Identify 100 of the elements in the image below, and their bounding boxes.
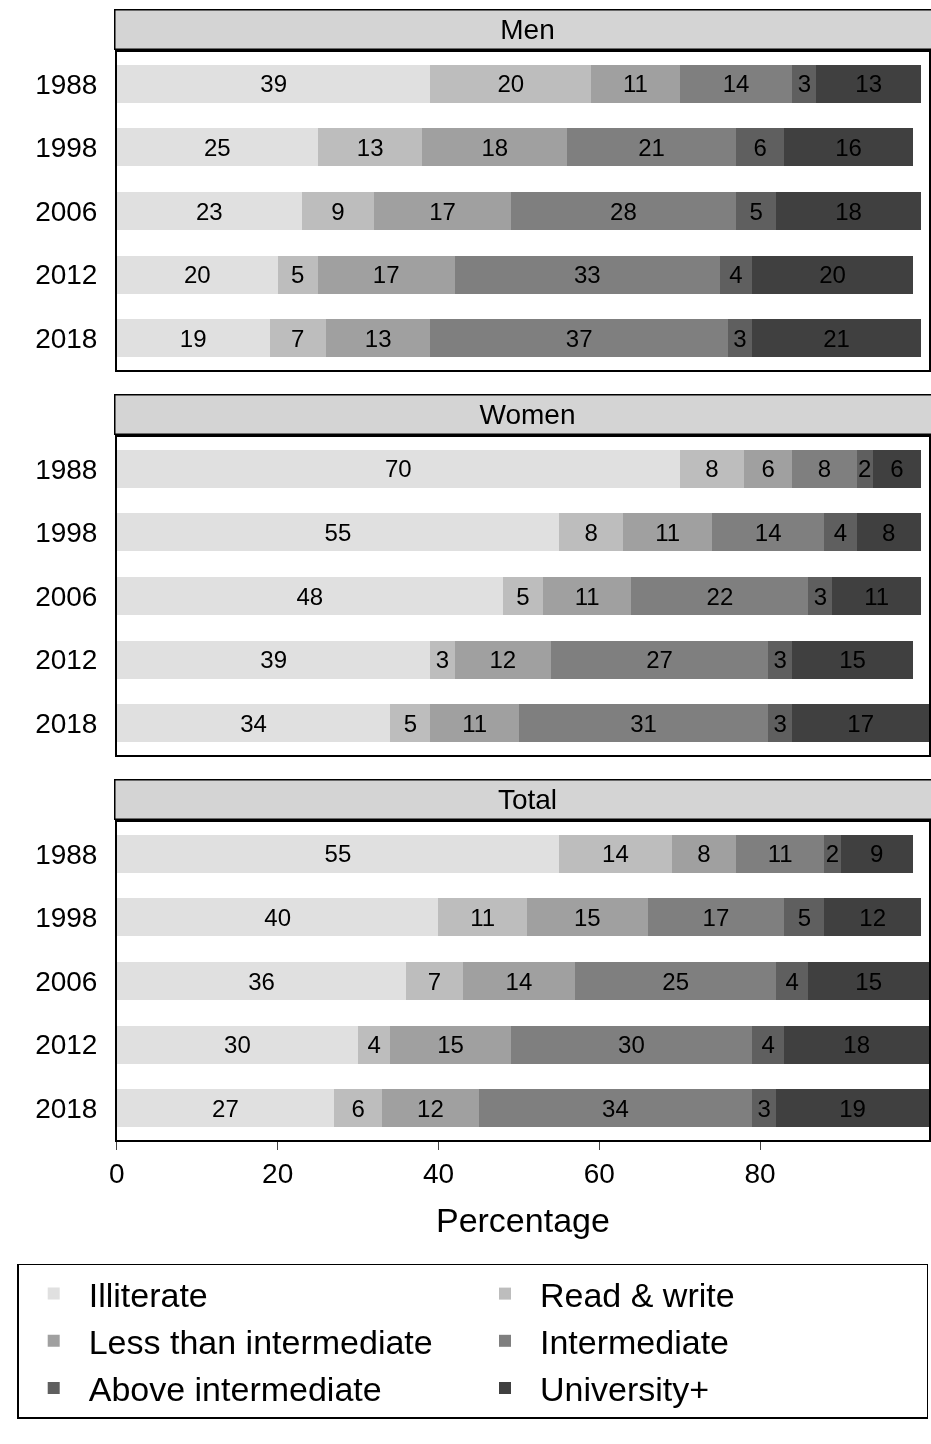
data-label: 70 [384,455,412,483]
bar [317,128,423,167]
bar [478,1089,753,1128]
legend-label: Read & write [540,1275,735,1314]
bar [792,704,929,743]
bar [116,961,407,1001]
bar [776,961,809,1001]
data-label: 20 [497,70,525,98]
y-tick-label: 2018 [35,1093,98,1124]
bar [559,513,624,552]
data-label: 5 [749,197,763,225]
data-label: 5 [516,582,530,610]
data-label: 2 [857,455,872,483]
bar [430,640,455,679]
data-label: 4 [785,967,799,995]
bar [116,319,270,358]
data-label: 17 [702,903,730,931]
bar [792,640,913,679]
bar [736,128,785,167]
bar [671,834,737,873]
bar [116,704,391,743]
data-label: 15 [573,903,601,931]
data-label: 3 [797,70,812,98]
data-label: 3 [773,709,787,737]
data-label: 11 [864,582,890,610]
data-label: 23 [195,197,223,225]
data-label: 6 [753,133,767,161]
bar [736,834,825,873]
bar [325,319,431,358]
data-label: 55 [324,518,352,546]
bar [623,513,712,552]
bar [784,128,913,167]
bar [832,576,921,616]
data-label: 21 [823,324,850,352]
data-label: 31 [630,709,657,737]
bar [872,449,921,488]
data-label: 8 [705,455,719,483]
x-tick-label: 20 [262,1158,294,1190]
data-label: 18 [481,133,509,161]
data-label: 34 [602,1094,629,1122]
data-label: 17 [429,197,456,225]
data-label: 4 [761,1031,775,1059]
bar [454,255,720,294]
y-tick-label: 1988 [35,838,98,870]
data-label: 15 [839,646,866,674]
bar [543,576,632,616]
data-label: 11 [623,70,648,98]
bar [116,834,560,873]
data-label: 11 [462,709,488,737]
data-label: 34 [240,709,267,737]
y-tick-label: 2018 [35,323,98,354]
bar [591,64,680,103]
legend-label: Illiterate [88,1275,208,1314]
bar [784,898,825,937]
bar [422,128,568,167]
bar [116,576,503,616]
data-label: 7 [291,324,305,352]
bar [567,128,737,167]
y-tick-label: 2006 [35,965,98,997]
data-label: 40 [264,903,291,931]
data-label: 3 [733,324,747,352]
bar [406,961,463,1001]
data-label: 17 [372,261,400,289]
bar [277,255,318,294]
legend-label: Above intermediate [88,1370,382,1409]
data-label: 14 [722,70,750,98]
chart-title: Total [497,784,558,815]
bar [116,513,560,552]
data-label: 5 [291,261,305,289]
data-label: 18 [835,197,862,225]
bar [430,704,519,743]
bar [679,64,793,103]
bar [116,449,680,488]
y-tick-label: 1998 [35,902,98,934]
data-label: 12 [417,1094,444,1122]
data-label: 39 [260,70,287,98]
data-label: 9 [331,197,345,225]
bar [269,319,326,358]
bar [510,191,737,231]
data-label: 15 [437,1031,464,1059]
bar [116,640,431,679]
chart-title: Men [500,14,555,45]
bar [390,1025,511,1064]
data-label: 4 [367,1031,381,1059]
data-label: 20 [183,261,211,289]
data-label: 14 [505,967,533,995]
bar [116,1089,334,1128]
data-label: 8 [817,455,832,483]
legend-label: Intermediate [540,1323,729,1362]
bar [116,1025,359,1064]
y-tick-label: 2012 [35,644,98,676]
data-label: 3 [773,646,787,674]
data-label: 9 [870,840,884,868]
data-label: 13 [364,324,392,352]
bar [382,1089,479,1128]
bar [502,576,544,616]
bar [454,640,552,679]
data-label: 21 [638,133,665,161]
data-label: 16 [835,133,862,161]
data-label: 11 [655,518,681,546]
